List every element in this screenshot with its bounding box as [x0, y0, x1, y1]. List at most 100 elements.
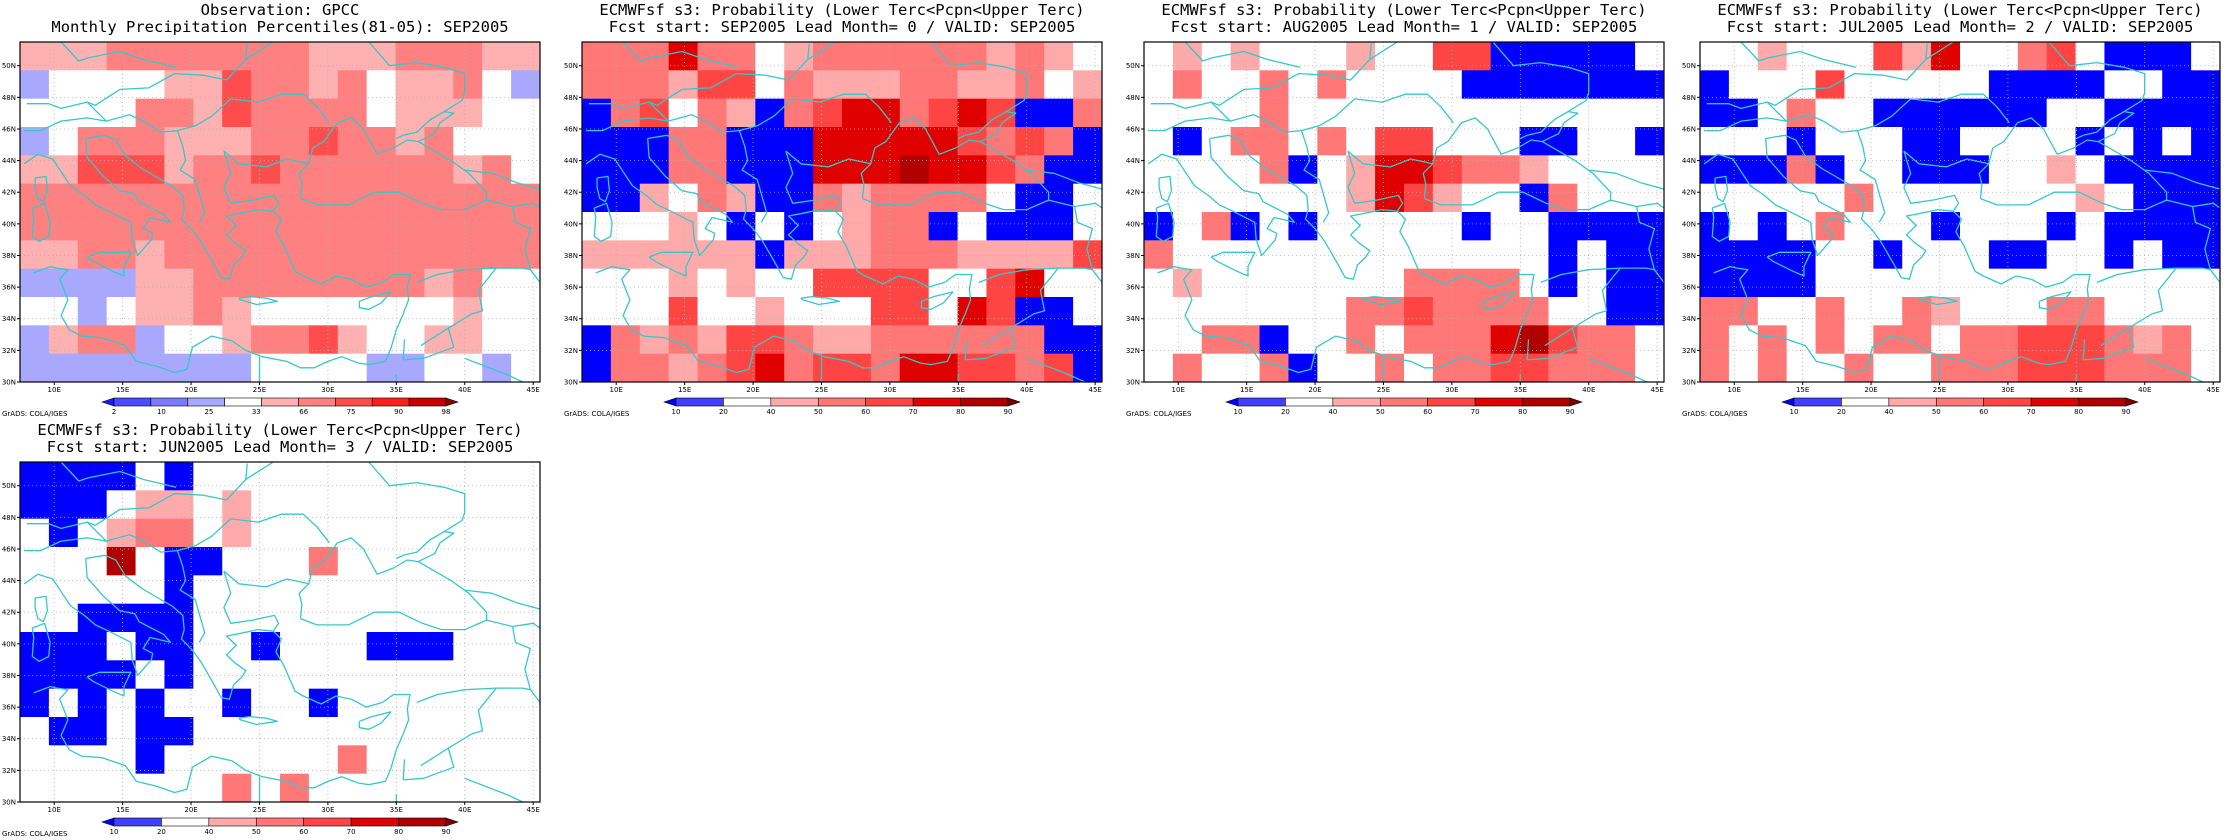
colorbar-swatch: [303, 817, 352, 827]
grid-cell: [48, 518, 79, 548]
grid-cell: [1988, 70, 2019, 100]
grid-cell: [251, 325, 281, 355]
grid-cell: [135, 717, 165, 746]
lat-tick-label: 36N: [2, 704, 16, 712]
map-panel-lead-0: ECMWFsf s3: Probability (Lower Terc<Pcpn…: [562, 0, 1122, 420]
coastline: [930, 42, 1028, 113]
grid-cell: [610, 240, 641, 270]
grid-cell: [222, 127, 252, 156]
grid-cell: [77, 632, 108, 661]
coastline: [327, 42, 331, 43]
grid-cell: [77, 353, 108, 383]
grid-cell: [424, 127, 454, 156]
grid-cell: [20, 688, 50, 718]
coastline: [1527, 327, 1579, 361]
colorbar-swatch: [101, 397, 115, 407]
grid-cell: [106, 155, 136, 185]
grid-cell: [1519, 268, 1549, 298]
lat-tick-label: 42N: [1126, 189, 1140, 197]
grid-cell: [610, 325, 641, 355]
grid-cell: [453, 745, 483, 775]
coastline: [1210, 43, 1372, 106]
lat-tick-label: 32N: [1126, 347, 1140, 355]
grid-cell: [1404, 42, 1434, 71]
grid-cell: [870, 155, 901, 185]
grid-cell: [1815, 353, 1845, 383]
grid-cell: [366, 155, 396, 185]
grid-cell: [726, 240, 756, 270]
coastline: [622, 42, 683, 62]
grid-cell: [20, 325, 50, 355]
grid-cell: [813, 127, 843, 156]
grid-cell: [453, 297, 483, 326]
grid-cell: [453, 268, 483, 298]
grid-cell: [1548, 240, 1578, 270]
grid-cell: [77, 70, 108, 100]
grid-cell: [842, 325, 872, 355]
grid-cell: [1015, 297, 1045, 326]
grid-cell: [1815, 212, 1845, 241]
grid-cell: [1144, 240, 1174, 270]
grid-cell: [164, 717, 194, 746]
colorbar: 10 20 40 50 60 70 80 90: [1781, 397, 2139, 416]
grid-cell: [193, 575, 223, 605]
lon-tick-label: 15E: [1796, 386, 1809, 394]
colorbar-label: 60: [1423, 408, 1432, 416]
grid-cell: [1786, 42, 1816, 71]
colorbar-label: 50: [814, 408, 823, 416]
colorbar: 10 20 40 50 60 70 80 90: [663, 397, 1021, 416]
coastline: [1048, 199, 1102, 209]
coastline: [31, 202, 51, 242]
colorbar-label: 98: [442, 408, 451, 416]
grid-cell: [813, 70, 843, 100]
grid-cell: [1700, 42, 1730, 71]
grid-cell: [48, 773, 79, 803]
coastline: [1482, 291, 1516, 310]
coastline: [586, 101, 669, 132]
colorbar-label: 60: [299, 828, 308, 836]
grid-cell: [1635, 42, 1665, 71]
grid-cell: [957, 212, 987, 241]
grid-cell: [2046, 70, 2076, 100]
grid-cell: [957, 268, 987, 298]
grid-cell: [668, 127, 698, 156]
coastline: [33, 134, 411, 374]
grid-cell: [1432, 42, 1463, 71]
grid-cell: [164, 325, 194, 355]
grid-cell: [1288, 42, 1318, 71]
map-frame: [1143, 41, 1665, 383]
lat-tick-label: 42N: [1682, 189, 1696, 197]
grid-cell: [251, 773, 281, 803]
grid-cell: [1288, 183, 1318, 213]
grid-cell: [135, 42, 165, 71]
grid-cell: [1548, 155, 1578, 185]
colorbar-swatch: [1781, 397, 1795, 407]
colorbar-label: 80: [2074, 408, 2083, 416]
grid-cell: [1288, 297, 1318, 326]
grid-cell: [1073, 98, 1103, 128]
grid-cell: [1988, 183, 2019, 213]
grid-cell: [668, 268, 698, 298]
grid-cell: [813, 155, 843, 185]
grid-cell: [986, 98, 1016, 128]
grid-cell: [280, 518, 310, 548]
grid-cell: [453, 490, 483, 520]
coastline: [1210, 251, 1256, 277]
grid-cell: [280, 745, 310, 775]
grid-cell: [1786, 268, 1816, 298]
grid-cell: [77, 688, 108, 718]
lon-tick-label: 40E: [1020, 386, 1033, 394]
grid-cell: [48, 70, 79, 100]
grid-cell: [366, 660, 396, 690]
grid-cell: [639, 127, 670, 156]
coastline: [539, 599, 540, 601]
colorbar-label: 90: [1566, 408, 1575, 416]
grid-cell: [2133, 127, 2163, 156]
grid-cell: [668, 325, 698, 355]
grid-cell: [755, 155, 785, 185]
grid-cell: [395, 632, 425, 661]
grid-cell: [164, 240, 194, 270]
grid-cell: [1044, 353, 1074, 383]
colorbar-swatch: [2078, 397, 2127, 407]
grid-cell: [1346, 183, 1376, 213]
